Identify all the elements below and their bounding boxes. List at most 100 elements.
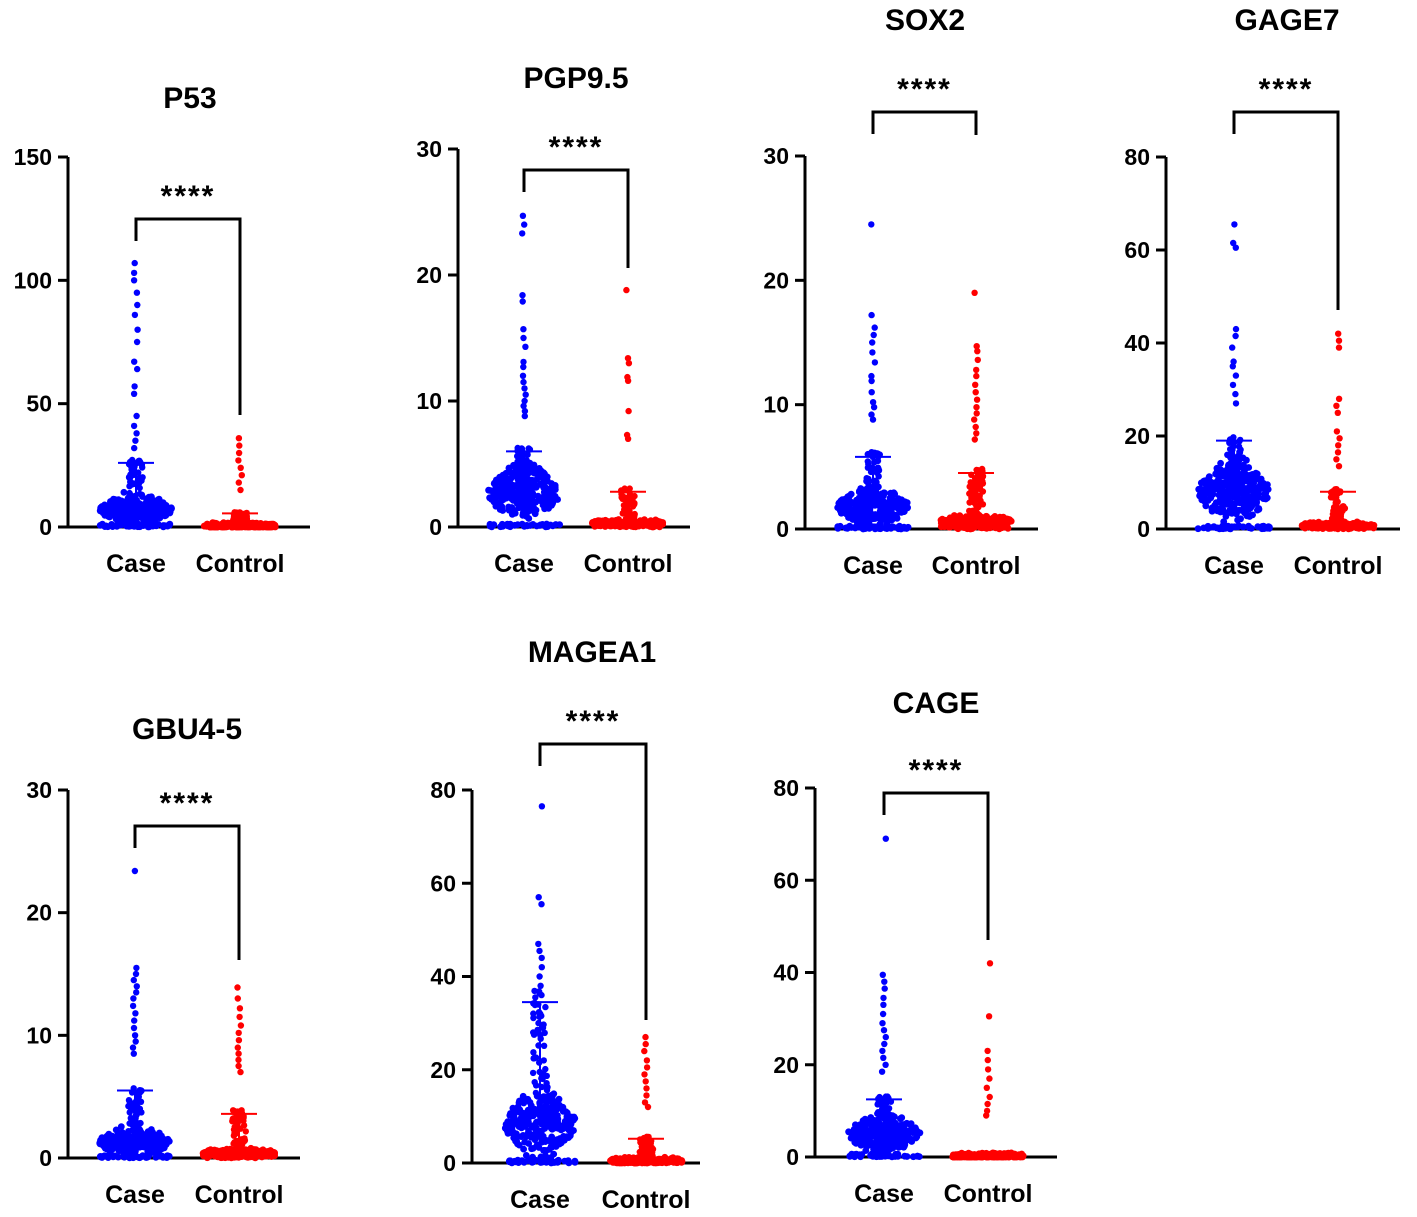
data-point bbox=[1334, 449, 1342, 456]
data-point bbox=[212, 521, 220, 528]
data-point bbox=[525, 494, 532, 501]
data-point bbox=[125, 1102, 132, 1110]
y-tick-label: 20 bbox=[416, 262, 442, 288]
data-point bbox=[860, 1134, 868, 1141]
panel-title: MAGEA1 bbox=[528, 636, 656, 669]
data-point bbox=[133, 1124, 140, 1132]
data-point bbox=[520, 1145, 527, 1153]
data-point bbox=[892, 1137, 899, 1144]
series-control bbox=[607, 1033, 686, 1167]
data-point bbox=[1212, 499, 1220, 506]
significance-bracket bbox=[1232, 110, 1340, 310]
data-point bbox=[547, 521, 554, 529]
data-point bbox=[257, 521, 265, 529]
data-point bbox=[526, 522, 534, 529]
data-point bbox=[531, 987, 538, 995]
data-point bbox=[973, 396, 981, 403]
data-point bbox=[973, 343, 980, 350]
data-point bbox=[1212, 470, 1219, 478]
significance-bracket bbox=[133, 824, 241, 960]
data-point bbox=[521, 412, 528, 420]
data-point bbox=[538, 964, 545, 971]
data-point bbox=[1232, 400, 1240, 407]
data-point bbox=[529, 1069, 537, 1077]
data-point bbox=[514, 496, 521, 503]
data-point bbox=[125, 522, 133, 530]
data-point bbox=[937, 516, 945, 524]
data-point bbox=[536, 947, 543, 955]
data-point bbox=[561, 1136, 568, 1144]
data-point bbox=[237, 1068, 244, 1076]
data-point bbox=[512, 1134, 520, 1142]
data-point bbox=[881, 524, 889, 532]
data-point bbox=[649, 523, 656, 531]
data-point bbox=[101, 523, 109, 530]
data-point bbox=[868, 372, 875, 380]
data-point bbox=[850, 1151, 858, 1158]
data-point bbox=[102, 507, 110, 515]
data-point bbox=[136, 1105, 144, 1113]
data-point bbox=[134, 326, 141, 333]
data-point bbox=[1335, 442, 1342, 449]
data-point bbox=[532, 994, 539, 1001]
data-point bbox=[126, 504, 133, 511]
data-point bbox=[520, 358, 527, 366]
data-point bbox=[1264, 481, 1271, 489]
data-point bbox=[643, 1085, 650, 1092]
data-point bbox=[841, 495, 849, 503]
data-point bbox=[1328, 515, 1336, 522]
data-point bbox=[236, 1013, 243, 1021]
data-point bbox=[519, 499, 527, 507]
data-point bbox=[863, 490, 870, 498]
data-point bbox=[644, 1103, 652, 1111]
data-point bbox=[132, 1038, 139, 1045]
category-label-case: Case bbox=[494, 550, 554, 578]
data-point bbox=[875, 473, 882, 480]
data-point bbox=[862, 1122, 869, 1130]
data-point bbox=[972, 389, 979, 396]
data-point bbox=[522, 1152, 530, 1159]
data-point bbox=[610, 521, 618, 529]
data-point bbox=[873, 497, 881, 504]
data-point bbox=[1205, 485, 1213, 492]
data-point bbox=[1232, 372, 1240, 379]
data-point bbox=[131, 358, 138, 365]
data-point bbox=[535, 894, 542, 901]
series-case bbox=[845, 835, 924, 1161]
data-point bbox=[559, 1108, 567, 1115]
data-point bbox=[879, 1010, 887, 1018]
data-point bbox=[851, 524, 859, 532]
data-point bbox=[521, 508, 528, 516]
data-point bbox=[565, 1159, 573, 1167]
data-point bbox=[97, 1153, 104, 1160]
data-point bbox=[506, 1119, 514, 1127]
data-point bbox=[105, 1152, 112, 1160]
data-point bbox=[641, 1047, 648, 1055]
data-point bbox=[1232, 325, 1240, 333]
series-case bbox=[485, 212, 563, 531]
data-point bbox=[131, 1017, 138, 1024]
data-point bbox=[156, 1151, 164, 1159]
data-point bbox=[537, 521, 544, 529]
data-point bbox=[521, 481, 529, 489]
data-point bbox=[878, 497, 886, 504]
data-point bbox=[876, 1153, 883, 1160]
data-point bbox=[1256, 482, 1264, 489]
data-point bbox=[868, 389, 875, 396]
data-point bbox=[114, 1153, 122, 1161]
data-point bbox=[516, 463, 523, 470]
data-point bbox=[864, 458, 871, 465]
data-point bbox=[130, 1050, 137, 1057]
y-tick-label: 40 bbox=[1124, 330, 1150, 356]
data-point bbox=[133, 412, 140, 420]
data-point bbox=[550, 1090, 558, 1098]
data-point bbox=[1210, 483, 1218, 491]
data-point bbox=[899, 1133, 907, 1141]
series-case bbox=[96, 259, 175, 531]
data-point bbox=[973, 366, 980, 374]
data-point bbox=[234, 984, 241, 991]
data-point bbox=[133, 964, 140, 972]
data-point bbox=[852, 512, 860, 520]
